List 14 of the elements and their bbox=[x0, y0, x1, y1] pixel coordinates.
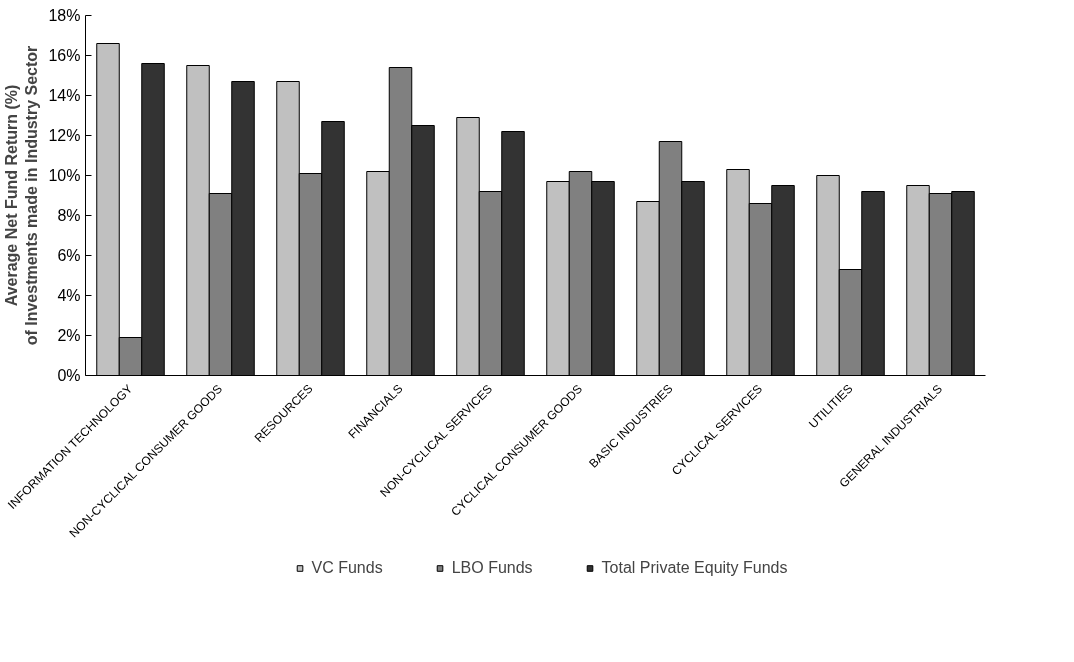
legend-label: VC Funds bbox=[311, 559, 383, 577]
y-tick-label: 6% bbox=[57, 247, 81, 264]
legend-label: Total Private Equity Funds bbox=[601, 559, 788, 577]
y-tick-label: 8% bbox=[57, 207, 81, 224]
y-tick-label: 18% bbox=[48, 7, 81, 24]
y-tick-label: 12% bbox=[48, 127, 81, 144]
y-tick-label: 0% bbox=[57, 367, 81, 384]
y-tick-label: 14% bbox=[48, 87, 81, 104]
legend-label: LBO Funds bbox=[451, 559, 533, 577]
y-tick-label: 2% bbox=[57, 327, 81, 344]
y-axis-title: Average Net Fund Return (%) of Investments made in Industry Sector bbox=[3, 45, 41, 346]
y-tick-label: 4% bbox=[57, 287, 81, 304]
y-tick-label: 10% bbox=[48, 167, 81, 184]
y-tick-label: 16% bbox=[48, 47, 81, 64]
